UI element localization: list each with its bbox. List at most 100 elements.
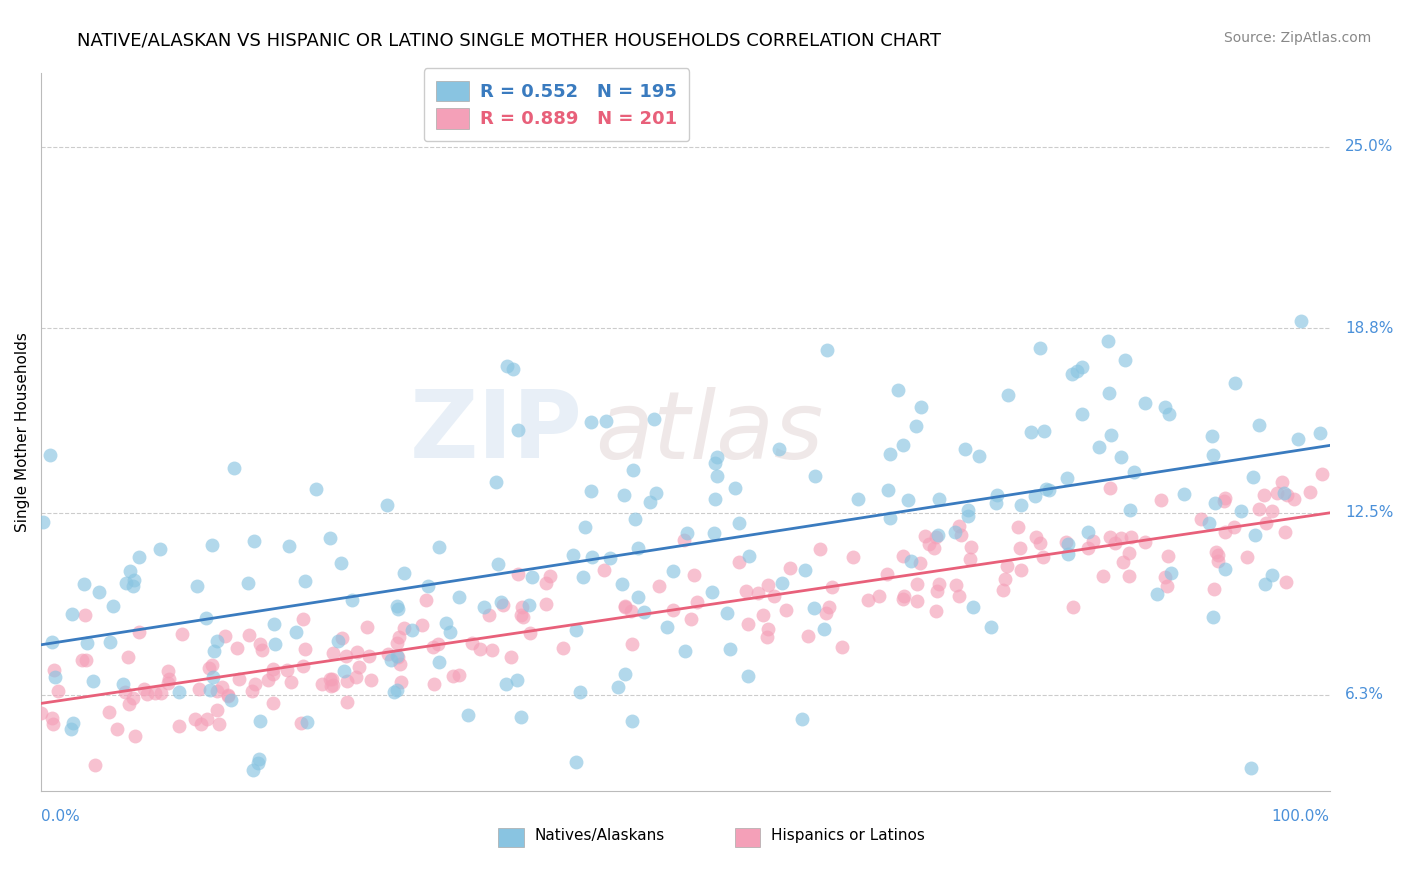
Point (243, 677, 266, 691)
Point (246, 756, 269, 770)
Point (675, 526, 697, 541)
Point (1035, 482, 1057, 496)
Point (1119, 503, 1142, 517)
Point (295, 714, 318, 729)
Point (1066, 364, 1088, 378)
Point (73, 577, 96, 591)
Point (39, 448, 62, 462)
Point (42, 717, 65, 731)
Point (1213, 524, 1236, 539)
Point (662, 565, 685, 579)
Point (195, 712, 218, 726)
Point (1240, 761, 1263, 775)
Point (41, 711, 63, 725)
Point (1206, 554, 1229, 568)
Point (623, 512, 645, 526)
Point (959, 551, 981, 566)
Point (170, 627, 193, 641)
Point (60, 607, 83, 621)
Point (927, 527, 949, 541)
Point (536, 597, 558, 611)
Text: 25.0%: 25.0% (1346, 139, 1393, 154)
Point (821, 581, 844, 595)
Point (512, 610, 534, 624)
Point (893, 549, 915, 564)
Point (1109, 531, 1132, 545)
Point (613, 667, 636, 681)
Point (627, 541, 650, 555)
Point (956, 503, 979, 517)
Point (1007, 519, 1029, 533)
Point (1112, 555, 1135, 569)
Point (243, 534, 266, 549)
Point (30, 706, 52, 720)
Point (1202, 448, 1225, 462)
Point (891, 437, 914, 451)
Point (1254, 577, 1277, 591)
Point (418, 579, 440, 593)
Point (1230, 503, 1253, 517)
Point (593, 563, 616, 577)
Point (44, 670, 66, 684)
Point (928, 492, 950, 507)
Point (190, 717, 212, 731)
Point (803, 601, 825, 615)
Point (346, 645, 368, 659)
Point (356, 620, 378, 634)
Point (738, 549, 761, 564)
Point (734, 584, 756, 599)
Point (797, 629, 820, 643)
Point (509, 710, 531, 724)
Point (69, 803, 91, 817)
Point (1223, 376, 1246, 390)
Point (114, 685, 136, 699)
Point (1098, 481, 1121, 495)
Point (536, 576, 558, 591)
Point (520, 570, 543, 584)
Point (1156, 579, 1178, 593)
Point (914, 529, 936, 543)
Point (856, 592, 879, 607)
Point (905, 577, 928, 591)
Point (1310, 467, 1333, 482)
Point (262, 696, 284, 710)
Point (385, 635, 408, 649)
Point (925, 530, 948, 544)
Point (962, 599, 984, 614)
Point (1146, 587, 1168, 601)
Point (756, 622, 779, 636)
Point (948, 589, 970, 603)
Point (439, 624, 461, 639)
Point (75, 653, 97, 667)
Point (1062, 367, 1084, 381)
Point (1243, 527, 1265, 541)
Point (662, 602, 685, 616)
Point (389, 675, 412, 690)
Point (1159, 407, 1181, 421)
Point (638, 494, 661, 508)
Point (387, 682, 409, 697)
Point (149, 541, 172, 556)
Point (249, 637, 271, 651)
Point (1097, 386, 1119, 401)
Text: 6.3%: 6.3% (1346, 687, 1384, 702)
Point (157, 672, 180, 686)
Point (468, 642, 491, 657)
Point (422, 676, 444, 690)
Point (321, 672, 343, 686)
Point (380, 653, 402, 667)
Point (329, 556, 352, 570)
Point (98, 634, 121, 648)
Point (1150, 493, 1173, 508)
Point (877, 483, 900, 497)
Point (900, 554, 922, 568)
Point (1241, 470, 1264, 484)
Point (1253, 488, 1275, 502)
Point (496, 359, 519, 373)
Point (385, 648, 408, 663)
Point (217, 689, 239, 703)
Point (718, 641, 741, 656)
Point (377, 647, 399, 661)
Point (579, 415, 602, 429)
Point (808, 542, 831, 557)
